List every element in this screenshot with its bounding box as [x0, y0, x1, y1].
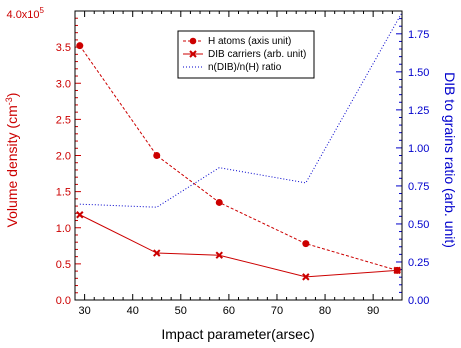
- data-point-0: [215, 198, 223, 206]
- y-axis-left-title: Volume density (cm-3): [4, 93, 20, 228]
- y-right-tick-label: 1.50: [408, 67, 429, 79]
- y-right-tick-label: 0.00: [408, 295, 429, 307]
- legend-marker-dib-carriers: [189, 50, 197, 58]
- data-point-0: [302, 240, 310, 248]
- x-tick-label: 40: [127, 305, 139, 317]
- y-axis-top-exponent: 5: [40, 6, 45, 15]
- y-left-tick-label: 0.0: [56, 295, 71, 307]
- y-right-tick-label: 1.25: [408, 105, 429, 117]
- y-axis-top-label: 4.0x105: [7, 6, 45, 21]
- y-left-tick-label: 2.5: [56, 114, 71, 126]
- y-right-tick-label: 1.75: [408, 29, 429, 41]
- y-left-title-close: ): [4, 93, 20, 98]
- y-left-tick-label: 1.5: [56, 187, 71, 199]
- x-tick-label: 50: [175, 305, 187, 317]
- y-left-tick-label: 1.0: [56, 223, 71, 235]
- series-line-1: [79, 214, 398, 278]
- y-left-tick-label: 3.0: [56, 78, 71, 90]
- data-point-1: [215, 251, 223, 259]
- data-point-1: [302, 273, 310, 281]
- y-left-title-sup: -3: [4, 97, 14, 105]
- y-right-tick-label: 0.50: [408, 219, 429, 231]
- y-right-tick-label: 0.75: [408, 181, 429, 193]
- data-point-1: [393, 266, 401, 275]
- data-point-1: [153, 249, 161, 257]
- legend-label-h-atoms: H atoms (axis unit): [208, 36, 291, 47]
- y-axis-right-title: DIB to grains ratio (arb. unit): [442, 72, 458, 248]
- x-tick-label: 60: [223, 305, 235, 317]
- legend-label-dib-carriers: DIB carriers (arb. unit): [208, 49, 306, 60]
- x-tick-label: 70: [271, 305, 283, 317]
- plot-frame: [74, 10, 403, 301]
- y-left-tick-label: 3.5: [56, 42, 71, 54]
- series-layer: [76, 12, 403, 281]
- legend-box: [177, 30, 315, 79]
- y-left-tick-label: 0.5: [56, 259, 71, 271]
- x-tick-label: 30: [78, 305, 90, 317]
- x-axis-title: Impact parameter(arsec): [161, 326, 314, 342]
- y-left-title-text: Volume density (cm: [4, 105, 20, 227]
- data-point-0: [76, 42, 84, 50]
- y-axis-top-mantissa: 4.0x10: [7, 9, 40, 21]
- legend: H atoms (axis unit) DIB carriers (arb. u…: [177, 30, 315, 79]
- left-axis-ticks: 0.0 0.5 1.0 1.5 2.0 2.5 3.0 3.5: [56, 10, 81, 307]
- y-right-tick-label: 1.00: [408, 143, 429, 155]
- legend-label-ratio: n(DIB)/n(H) ratio: [208, 62, 282, 73]
- x-tick-label: 90: [367, 305, 379, 317]
- data-point-0: [153, 152, 161, 159]
- right-axis-ticks: 0.00 0.25 0.50 0.75 1.00 1.25 1.50 1.75: [396, 18, 429, 307]
- y-right-tick-label: 0.25: [408, 257, 429, 269]
- data-point-1: [76, 211, 84, 219]
- series-line-0: [79, 45, 398, 271]
- x-tick-label: 80: [319, 305, 331, 317]
- legend-marker-h-atoms: [189, 37, 197, 45]
- y-left-tick-label: 2.0: [56, 151, 71, 163]
- series-line-2: [79, 12, 403, 208]
